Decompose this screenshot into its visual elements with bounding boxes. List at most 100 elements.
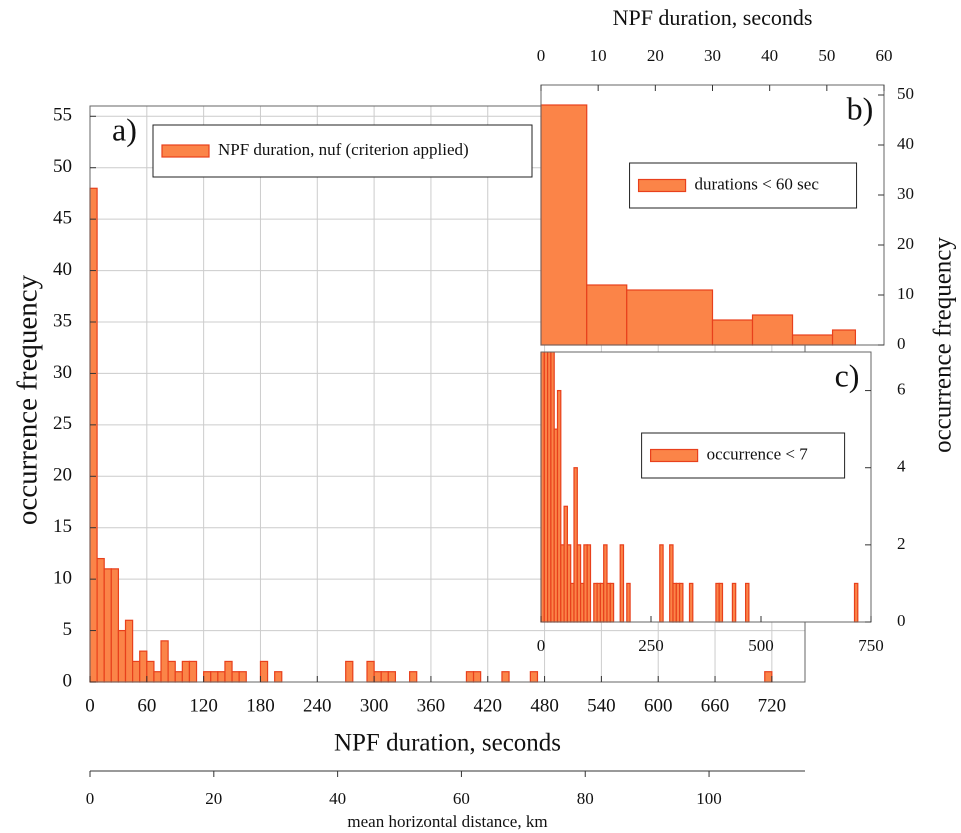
y-tick-label: 0	[897, 611, 906, 630]
x-tick-label: 720	[758, 695, 787, 716]
x2-tick-label: 100	[696, 789, 722, 808]
histogram-bar	[619, 544, 625, 623]
x2-axis-label: mean horizontal distance, km	[347, 812, 547, 831]
legend-label: occurrence < 7	[707, 444, 809, 463]
histogram-bar	[373, 671, 382, 683]
histogram-bar	[160, 640, 169, 683]
histogram-bar	[124, 619, 134, 683]
histogram-bar	[89, 187, 98, 683]
plot-frame	[540, 351, 872, 623]
histogram-bar	[586, 544, 592, 623]
histogram-bar	[153, 671, 162, 683]
y-axis-label: occurrence frequency	[12, 274, 44, 525]
x-tick-label: 10	[590, 46, 607, 65]
y-tick-label: 55	[53, 105, 72, 126]
histogram-bar	[626, 289, 714, 346]
histogram-bar	[751, 314, 794, 346]
histogram-bar	[224, 660, 233, 683]
histogram-bar	[132, 660, 141, 683]
y-tick-label: 0	[63, 670, 73, 691]
histogram-bar	[231, 671, 240, 683]
histogram-bar	[117, 629, 127, 683]
y-tick-label: 30	[53, 362, 72, 383]
x-axis-label: NPF duration, seconds	[613, 5, 813, 30]
histogram-bar	[217, 671, 226, 683]
x-tick-label: 0	[85, 695, 95, 716]
x-tick-label: 480	[530, 695, 559, 716]
x-tick-label: 360	[417, 695, 446, 716]
y-axis-label: occurrence frequency	[930, 237, 957, 453]
histogram-bar	[174, 671, 183, 683]
legend-swatch	[649, 448, 699, 463]
x-tick-label: 20	[647, 46, 664, 65]
histogram-bar	[831, 329, 857, 346]
histogram-bar	[465, 671, 475, 683]
y-tick-label: 2	[897, 534, 906, 553]
y-tick-label: 25	[53, 413, 72, 434]
histogram-bar	[139, 650, 148, 683]
y-tick-label: 30	[897, 184, 914, 203]
x-tick-label: 60	[876, 46, 893, 65]
x-tick-label: 500	[748, 636, 774, 655]
histogram-bar	[366, 660, 375, 683]
panel-label: c)	[835, 357, 860, 393]
y-tick-label: 4	[897, 457, 906, 476]
x-tick-label: 300	[360, 695, 389, 716]
histogram-bar	[744, 582, 750, 623]
legend-label: durations < 60 sec	[695, 174, 820, 193]
histogram-bar	[718, 582, 724, 623]
x-tick-label: 600	[644, 695, 673, 716]
legend-box	[152, 124, 533, 178]
y-tick-label: 50	[53, 156, 72, 177]
histogram-bar	[345, 660, 354, 683]
y-tick-label: 40	[897, 134, 914, 153]
histogram-bar	[472, 671, 482, 683]
y-tick-label: 10	[53, 568, 72, 589]
histogram-bar	[210, 671, 219, 683]
y-tick-label: 45	[53, 208, 72, 229]
histogram-bar	[711, 319, 754, 346]
x-tick-label: 0	[537, 46, 546, 65]
histogram-bar	[259, 660, 269, 683]
histogram-bar	[791, 334, 834, 346]
y-tick-label: 10	[897, 284, 914, 303]
x-tick-label: 240	[303, 695, 332, 716]
x-tick-label: 30	[704, 46, 721, 65]
legend-label: NPF duration, nuf (criterion applied)	[218, 140, 469, 159]
x2-tick-label: 40	[329, 789, 346, 808]
x-tick-label: 40	[761, 46, 778, 65]
histogram-bar	[764, 671, 773, 683]
histogram-bar	[501, 671, 510, 683]
y-tick-label: 40	[53, 259, 72, 280]
x-tick-label: 540	[587, 695, 616, 716]
histogram-bar	[96, 557, 105, 683]
histogram-bar	[409, 671, 418, 683]
y-tick-label: 35	[53, 310, 72, 331]
histogram-bar	[103, 568, 112, 683]
x-tick-label: 50	[818, 46, 835, 65]
histogram-bar	[203, 671, 212, 683]
x-tick-label: 120	[189, 695, 218, 716]
x-tick-label: 250	[638, 636, 664, 655]
histogram-bar	[678, 582, 684, 623]
x-tick-label: 0	[537, 636, 546, 655]
x-tick-label: 420	[473, 695, 502, 716]
y-tick-label: 20	[53, 465, 72, 486]
legend-swatch	[637, 178, 687, 193]
histogram-bar	[659, 544, 664, 623]
histogram-bar	[380, 671, 389, 683]
y-tick-label: 50	[897, 84, 914, 103]
histogram-bar	[529, 671, 539, 683]
y-tick-label: 15	[53, 516, 72, 537]
histogram-bar	[167, 660, 176, 683]
histogram-bar	[110, 568, 120, 683]
histogram-bar	[853, 582, 859, 623]
x2-tick-label: 80	[577, 789, 594, 808]
y-tick-label: 0	[897, 334, 906, 353]
x2-tick-label: 20	[205, 789, 222, 808]
y-tick-label: 6	[897, 379, 906, 398]
x-axis-label: NPF duration, seconds	[334, 730, 561, 757]
x-tick-label: 60	[137, 695, 156, 716]
x-tick-label: 180	[246, 695, 275, 716]
panel-label: b)	[847, 90, 874, 126]
